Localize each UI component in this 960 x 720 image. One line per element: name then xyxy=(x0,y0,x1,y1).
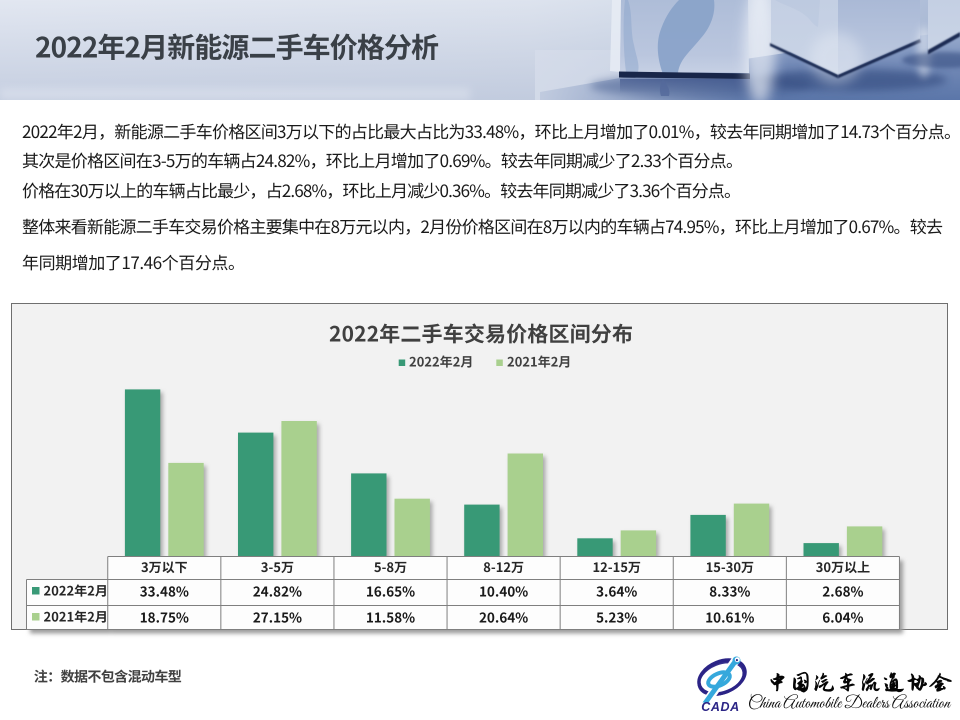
svg-text:CADA: CADA xyxy=(701,700,740,714)
